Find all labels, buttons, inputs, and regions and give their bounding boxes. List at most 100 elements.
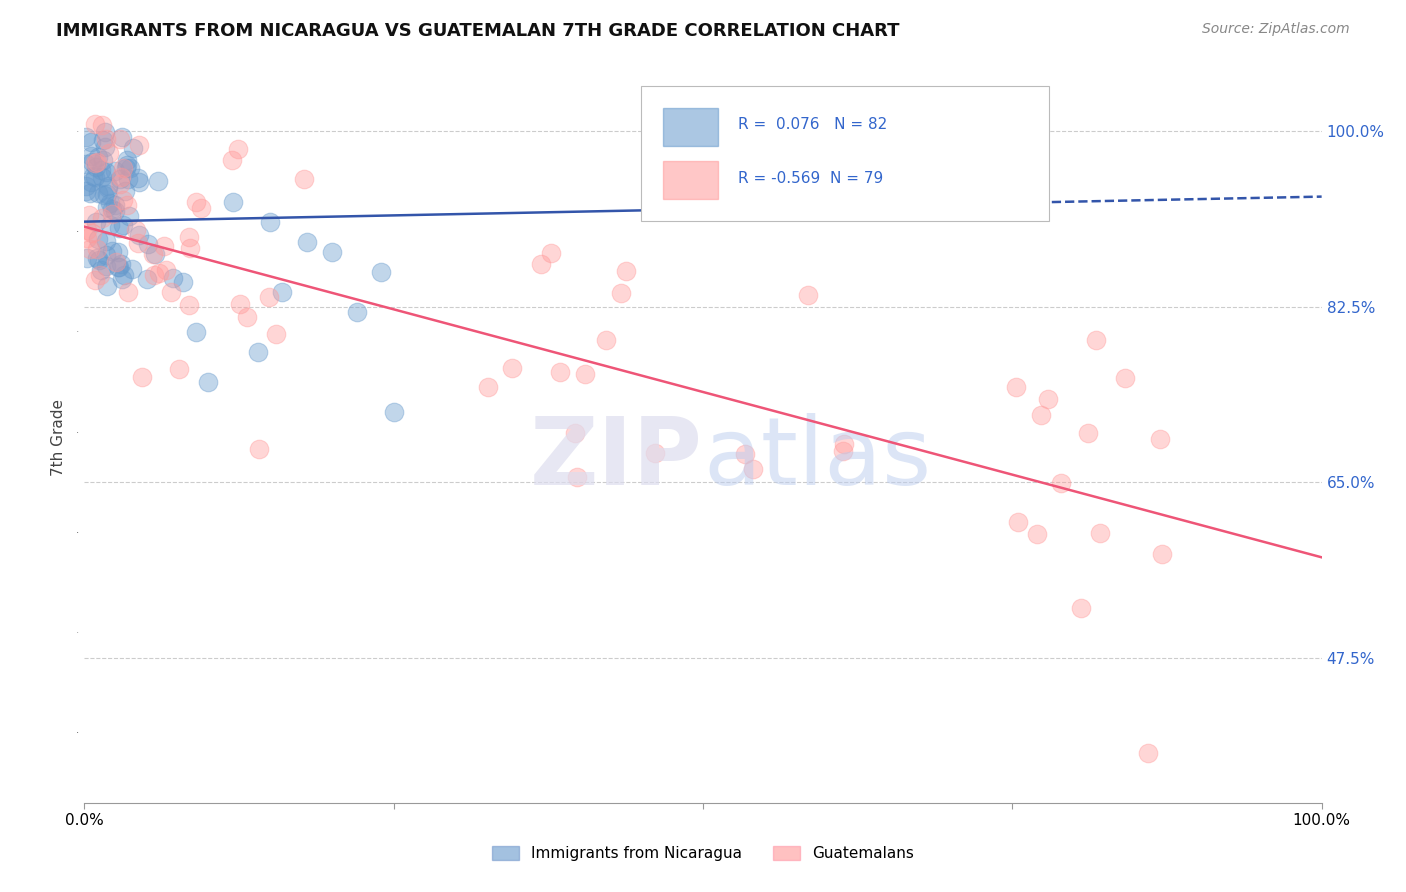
Point xyxy=(90,263,112,277)
Point xyxy=(98,195,121,210)
Point xyxy=(226,142,249,156)
Legend: Immigrants from Nicaragua, Guatemalans: Immigrants from Nicaragua, Guatemalans xyxy=(492,846,914,861)
Point xyxy=(89,268,111,282)
Point xyxy=(94,234,117,248)
Point xyxy=(91,170,114,185)
Point xyxy=(118,161,141,175)
Point xyxy=(177,229,200,244)
Point xyxy=(179,298,201,312)
Point xyxy=(797,288,820,302)
Point xyxy=(86,186,108,200)
Point xyxy=(76,223,98,237)
Point xyxy=(501,360,523,375)
Point xyxy=(1114,370,1136,384)
Point xyxy=(247,442,270,456)
Point xyxy=(159,285,181,300)
Point xyxy=(84,156,107,170)
Point xyxy=(540,246,562,260)
Point xyxy=(565,470,588,484)
Point xyxy=(128,227,150,242)
Point xyxy=(76,252,98,266)
Point xyxy=(370,265,392,279)
Point xyxy=(742,462,765,476)
Point xyxy=(84,273,107,287)
Point xyxy=(644,446,666,460)
Point xyxy=(90,118,112,132)
Text: R =  0.076   N = 82: R = 0.076 N = 82 xyxy=(738,117,887,132)
Point xyxy=(80,176,103,190)
Point xyxy=(110,170,132,185)
Point xyxy=(80,227,103,241)
Point xyxy=(179,241,201,255)
Point xyxy=(101,207,124,221)
Point xyxy=(111,272,134,286)
Point xyxy=(107,260,129,274)
Point xyxy=(564,426,586,441)
Point xyxy=(91,211,114,225)
Point xyxy=(108,177,131,191)
FancyBboxPatch shape xyxy=(641,86,1049,221)
Point xyxy=(321,244,343,259)
Point xyxy=(162,271,184,285)
Point xyxy=(96,247,118,261)
Point xyxy=(1152,547,1174,561)
Point xyxy=(87,232,110,246)
Point xyxy=(832,437,855,451)
Point xyxy=(186,194,208,209)
Point xyxy=(96,279,118,293)
Point xyxy=(138,236,160,251)
Point xyxy=(112,268,135,282)
Point xyxy=(1038,392,1060,406)
Point xyxy=(111,219,134,233)
Point xyxy=(108,172,131,186)
Point xyxy=(107,244,129,259)
Point xyxy=(117,285,139,299)
Point xyxy=(1050,475,1073,490)
Point xyxy=(77,208,100,222)
Point xyxy=(82,169,104,183)
Text: R = -0.569  N = 79: R = -0.569 N = 79 xyxy=(738,171,883,186)
Point xyxy=(143,247,166,261)
Point xyxy=(93,153,115,168)
Point xyxy=(97,178,120,193)
Point xyxy=(595,334,617,348)
Point xyxy=(76,230,98,244)
Point xyxy=(80,155,103,169)
Point xyxy=(266,327,288,342)
Point xyxy=(131,369,153,384)
Point xyxy=(96,200,118,214)
Point xyxy=(382,405,405,419)
Point xyxy=(84,215,107,229)
Point xyxy=(148,174,170,188)
Point xyxy=(75,179,97,194)
Point xyxy=(292,172,315,186)
Point xyxy=(1004,380,1026,394)
Point xyxy=(477,380,499,394)
Point xyxy=(172,275,194,289)
Point xyxy=(197,375,219,389)
Point xyxy=(84,170,107,185)
Point xyxy=(122,140,145,154)
Point xyxy=(86,242,108,256)
Point xyxy=(167,362,190,376)
Point xyxy=(148,266,170,280)
Point xyxy=(104,255,127,269)
Point xyxy=(184,325,207,339)
Point xyxy=(75,129,97,144)
FancyBboxPatch shape xyxy=(664,108,718,146)
Point xyxy=(142,268,165,282)
Point xyxy=(346,305,368,319)
Point xyxy=(94,132,117,146)
Point xyxy=(94,165,117,179)
Point xyxy=(734,447,756,461)
Point xyxy=(1088,526,1111,541)
Point xyxy=(112,193,135,207)
Point xyxy=(87,252,110,267)
Point xyxy=(127,171,149,186)
Point xyxy=(616,264,638,278)
Point xyxy=(87,150,110,164)
Point xyxy=(79,186,101,201)
Point xyxy=(86,161,108,175)
Point xyxy=(832,444,855,458)
Point xyxy=(110,257,132,271)
